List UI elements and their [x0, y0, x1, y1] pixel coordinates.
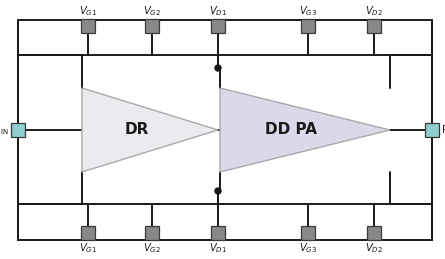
Text: $V_{G2}$: $V_{G2}$ [143, 241, 161, 255]
Text: DD PA: DD PA [265, 123, 317, 138]
Bar [301, 226, 315, 240]
Text: $V_{G3}$: $V_{G3}$ [299, 241, 317, 255]
Bar [211, 19, 225, 33]
Polygon shape [220, 88, 390, 172]
Circle shape [215, 65, 221, 71]
Bar [301, 19, 315, 33]
Bar [367, 226, 381, 240]
Text: $V_{G1}$: $V_{G1}$ [79, 4, 97, 18]
Text: $\mathregular{RF_{IN}}$: $\mathregular{RF_{IN}}$ [0, 123, 9, 137]
Text: $V_{D1}$: $V_{D1}$ [209, 241, 227, 255]
Bar [211, 226, 225, 240]
Bar [425, 123, 439, 137]
Bar [18, 20, 432, 240]
Text: $V_{G2}$: $V_{G2}$ [143, 4, 161, 18]
Text: $V_{D2}$: $V_{D2}$ [365, 241, 383, 255]
Bar [11, 123, 25, 137]
Polygon shape [82, 88, 218, 172]
Text: $V_{G3}$: $V_{G3}$ [299, 4, 317, 18]
Text: $\mathregular{RF_{OUT}}$: $\mathregular{RF_{OUT}}$ [441, 123, 445, 137]
Text: DR: DR [124, 123, 149, 138]
Text: $V_{D2}$: $V_{D2}$ [365, 4, 383, 18]
Bar [145, 226, 159, 240]
Circle shape [215, 188, 221, 194]
Bar [367, 19, 381, 33]
Bar [145, 19, 159, 33]
Bar [81, 226, 95, 240]
Text: $V_{G1}$: $V_{G1}$ [79, 241, 97, 255]
Text: $V_{D1}$: $V_{D1}$ [209, 4, 227, 18]
Bar [81, 19, 95, 33]
